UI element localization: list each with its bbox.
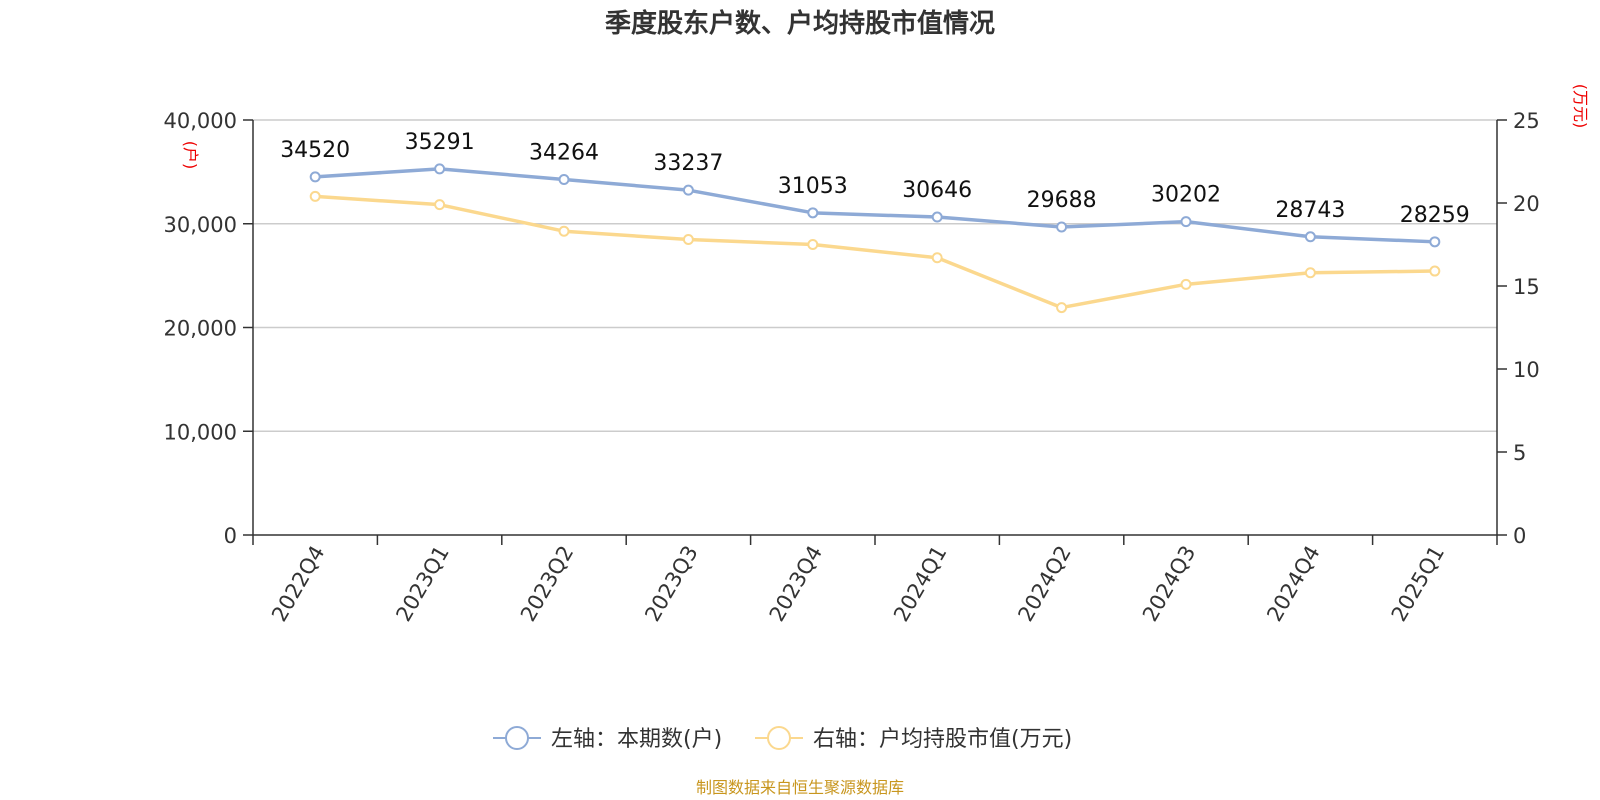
data-label: 28259 [1400,203,1470,228]
series-line-left [315,167,1435,244]
data-point-right [1429,265,1441,277]
x-tick-label: 2025Q1 [1387,542,1449,626]
data-point-right [558,225,570,237]
x-tick-label: 2024Q3 [1138,542,1200,626]
legend-item-left-series[interactable]: 左轴：本期数(户) [493,726,722,752]
source-note: 制图数据来自恒生聚源数据库 [696,778,904,797]
x-tick-label: 2023Q2 [516,542,578,626]
legend-item-right-series[interactable]: 右轴：户均持股市值(万元) [755,726,1072,752]
right-tick-label: 20 [1513,192,1540,216]
data-point-right [1304,267,1316,279]
data-point-right [931,252,943,264]
right-tick-label: 0 [1513,524,1526,548]
data-label: 34520 [280,138,350,163]
data-point-left [434,163,446,175]
data-labels: 34520 35291 34264 33237 31053 30646 29688 30202… [280,130,1470,228]
data-point-left [1429,236,1441,248]
right-tick-label: 10 [1513,358,1540,382]
data-label: 29688 [1027,188,1097,213]
grid-lines [253,119,1497,432]
data-point-right [1180,278,1192,290]
left-tick-label: 40,000 [164,109,237,133]
left-tick-label: 20,000 [164,317,237,341]
data-label: 34264 [529,141,599,166]
series-line-right [315,194,1435,310]
left-tick-label: 10,000 [164,420,237,444]
x-tick-label: 2022Q4 [267,542,329,626]
left-tick-label: 0 [224,524,237,548]
chart-title: 季度股东户数、户均持股市值情况 [605,8,995,39]
right-y-axis-ticks: 0 5 10 15 20 25 [1497,109,1540,548]
legend-label-right-series: 右轴：户均持股市值(万元) [813,727,1072,752]
x-tick-label: 2023Q1 [391,542,453,626]
data-point-right [434,199,446,211]
left-y-axis-ticks: 0 10,000 20,000 30,000 40,000 [164,109,253,548]
x-tick-label: 2023Q3 [640,542,702,626]
data-label: 28743 [1275,198,1345,223]
data-point-left [682,184,694,196]
data-point-left [1056,221,1068,233]
x-tick-label: 2024Q1 [889,541,951,625]
x-tick-label: 2024Q4 [1262,542,1324,626]
right-tick-label: 5 [1513,441,1526,465]
data-label: 30202 [1151,183,1221,208]
data-point-right [1056,302,1068,314]
data-point-left [807,207,819,219]
legend-label-left-series: 左轴：本期数(户) [551,727,722,752]
right-axis-unit: (万元) [1571,84,1590,129]
legend[interactable]: 左轴：本期数(户) 右轴：户均持股市值(万元) [493,726,1072,752]
data-point-left [309,171,321,183]
data-point-left [1180,216,1192,228]
data-label: 35291 [405,130,475,155]
x-axis-ticks: 2022Q4 2023Q1 2023Q2 2023Q3 2023Q4 2024Q1 2024… [252,535,1498,626]
left-axis-unit: (户) [181,141,200,170]
right-tick-label: 25 [1513,109,1540,133]
data-label: 33237 [653,151,723,176]
data-point-right [682,234,694,246]
data-point-left [931,211,943,223]
right-tick-label: 15 [1513,275,1540,299]
data-point-left [1304,231,1316,243]
data-label: 30646 [902,178,972,203]
left-tick-label: 30,000 [164,213,237,237]
data-point-right [309,190,321,202]
series-lines [309,163,1441,314]
data-point-right [807,239,819,250]
data-label: 31053 [778,174,848,199]
x-tick-label: 2023Q4 [765,542,827,626]
data-point-left [558,174,570,186]
x-tick-label: 2024Q2 [1013,542,1075,626]
